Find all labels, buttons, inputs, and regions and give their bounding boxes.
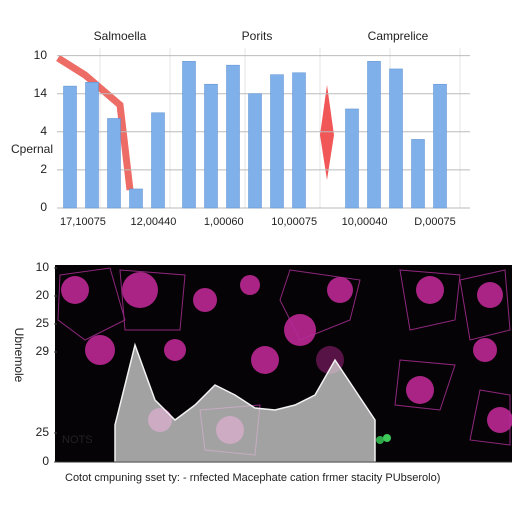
x-tick-label: 12,00440 <box>130 216 176 228</box>
highlight-stroke <box>56 55 134 191</box>
bar <box>129 188 143 209</box>
y-tick-label: 25 <box>36 316 50 330</box>
x-tick-label: D,00075 <box>414 216 456 228</box>
y-tick-label: 10 <box>36 260 50 274</box>
cell-decoration <box>61 272 512 444</box>
bar <box>248 93 262 209</box>
bar <box>182 61 196 209</box>
bar <box>107 118 121 209</box>
x-tick-label: 10,00075 <box>271 216 317 228</box>
bar <box>389 68 403 209</box>
bar <box>433 83 447 209</box>
bar <box>63 85 77 209</box>
y-axis-label: Ubnemole <box>12 328 26 383</box>
caption: Cotot cmpuning sset ty: - rnfected Macep… <box>65 472 440 484</box>
legend-label: NOTS <box>62 434 93 446</box>
bar <box>151 112 165 209</box>
x-tick-label: 17,10075 <box>60 216 106 228</box>
x-tick-label: 10,00040 <box>342 216 388 228</box>
bar <box>292 72 306 209</box>
bar <box>345 108 359 209</box>
group-label: Camprelice <box>368 29 429 43</box>
y-axis-label: Cpernal <box>11 142 53 156</box>
marker-dot <box>383 434 391 442</box>
bar <box>85 82 99 209</box>
bar <box>226 64 240 209</box>
group-label: Salmoella <box>94 29 147 43</box>
highlight-marker <box>320 85 334 180</box>
bar <box>367 61 381 209</box>
group-label: Porits <box>242 29 273 43</box>
y-tick-label: 0 <box>42 454 49 468</box>
y-tick-label: 4 <box>40 124 47 138</box>
area <box>114 342 376 463</box>
bar <box>270 74 284 209</box>
y-tick-label: 14 <box>34 86 48 100</box>
y-tick-label: 29 <box>36 344 50 358</box>
y-tick-label: 2 <box>40 162 47 176</box>
marker-dot <box>376 436 384 444</box>
bar <box>204 83 218 209</box>
bar <box>411 139 425 209</box>
y-tick-label: 25 <box>36 425 50 439</box>
x-tick-label: 1,00060 <box>204 216 244 228</box>
y-tick-label: 10 <box>34 48 48 62</box>
y-tick-label: 20 <box>36 288 50 302</box>
y-tick-label: 0 <box>40 200 47 214</box>
